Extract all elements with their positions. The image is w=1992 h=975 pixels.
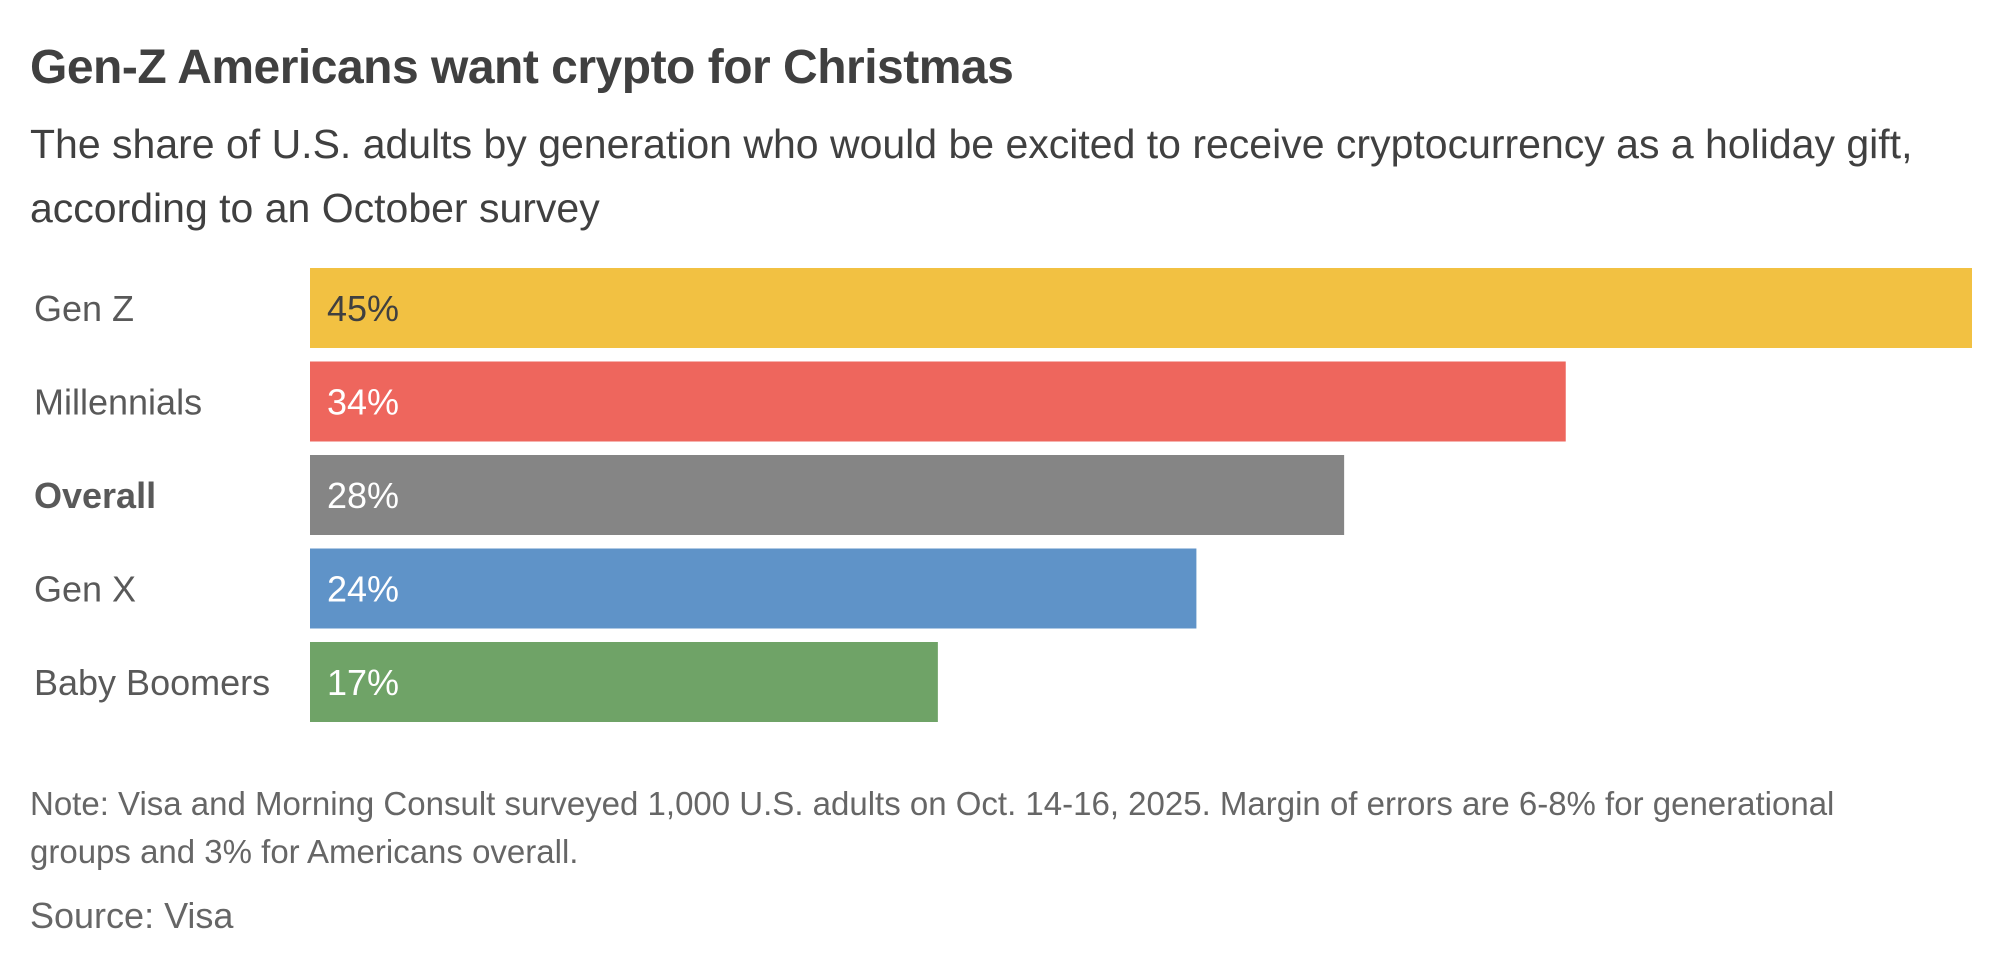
bar-group-baby-boomers: Baby Boomers 17% [34,642,938,722]
category-label-overall: Overall [34,475,156,516]
bar-group-gen-z: Gen Z 45% [34,268,1972,348]
chart-note: Note: Visa and Morning Consult surveyed … [30,785,1835,870]
chart-source: Source: Visa [30,895,234,936]
bar-chart: Gen Z 45% Millennials 34% Overall 28% Gen X 24%… [34,268,1972,722]
category-label-baby-boomers: Baby Boomers [34,662,270,703]
bar-millennials [310,361,1566,442]
value-label-millennials: 34% [327,382,399,423]
bar-group-gen-x: Gen X 24% [34,548,1197,629]
bar-gen-z [310,268,1972,348]
bar-group-millennials: Millennials 34% [34,361,1566,442]
chart-title: Gen-Z Americans want crypto for Christma… [30,41,1014,94]
category-label-millennials: Millennials [34,382,202,423]
bar-gen-x [310,548,1197,629]
bar-baby-boomers [310,642,938,722]
value-label-gen-x: 24% [327,569,399,610]
value-label-overall: 28% [327,475,399,516]
value-label-gen-z: 45% [327,288,399,329]
chart-subtitle: The share of U.S. adults by generation w… [30,121,1913,231]
bar-overall [310,455,1345,535]
category-label-gen-z: Gen Z [34,288,134,329]
category-label-gen-x: Gen X [34,569,136,610]
value-label-baby-boomers: 17% [327,662,399,703]
bar-group-overall: Overall 28% [34,455,1345,535]
